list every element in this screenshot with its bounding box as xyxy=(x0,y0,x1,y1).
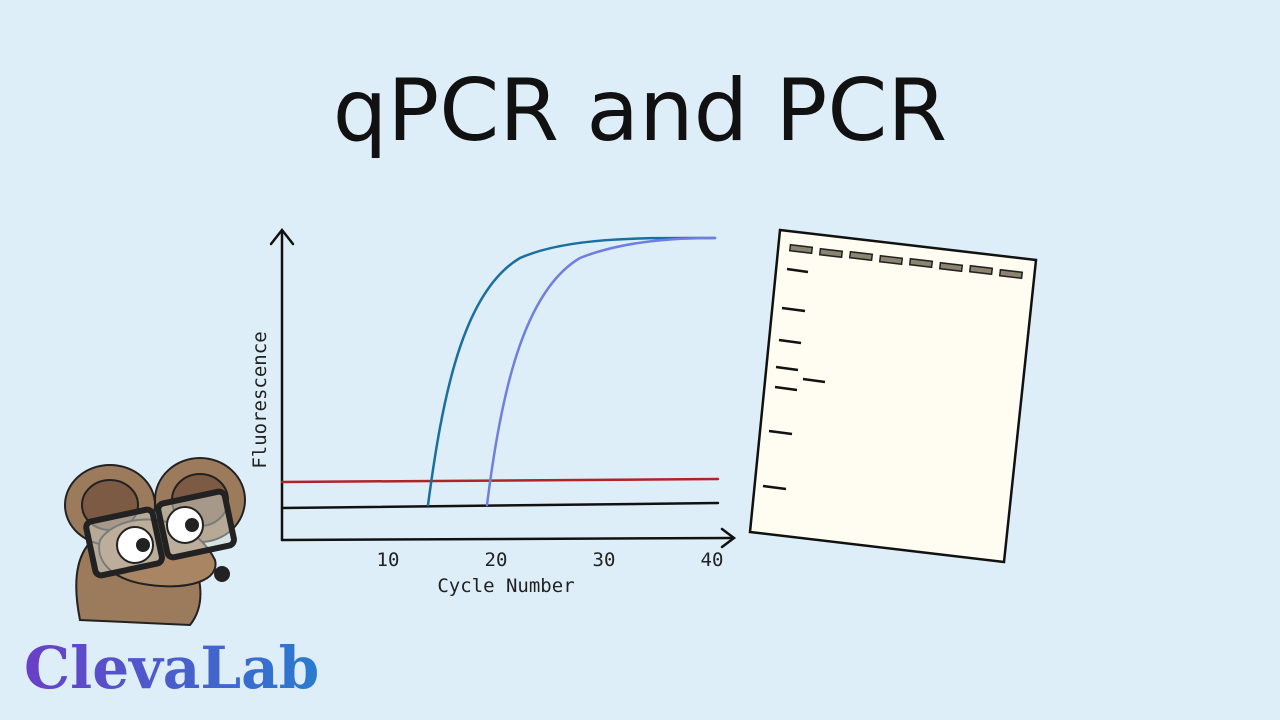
x-arrow xyxy=(720,527,737,549)
logo: ClevaLab xyxy=(24,634,319,702)
amplification-curve xyxy=(426,236,717,507)
amplification-curve xyxy=(485,236,717,507)
title: qPCR and PCR xyxy=(333,61,947,161)
y-arrow xyxy=(269,227,295,246)
gel xyxy=(748,228,1038,564)
x-tick-label: 40 xyxy=(701,549,724,571)
qpcr-chart xyxy=(269,227,737,549)
x-axis-label: Cycle Number xyxy=(437,575,574,597)
x-tick-label: 10 xyxy=(377,549,400,571)
x-tick-label: 20 xyxy=(485,549,508,571)
x-tick-label: 30 xyxy=(593,549,616,571)
baseline xyxy=(280,501,720,510)
x-axis xyxy=(280,536,734,542)
mascot xyxy=(64,457,246,627)
threshold-line xyxy=(280,477,720,484)
y-axis-label: Fluorescence xyxy=(249,331,271,468)
